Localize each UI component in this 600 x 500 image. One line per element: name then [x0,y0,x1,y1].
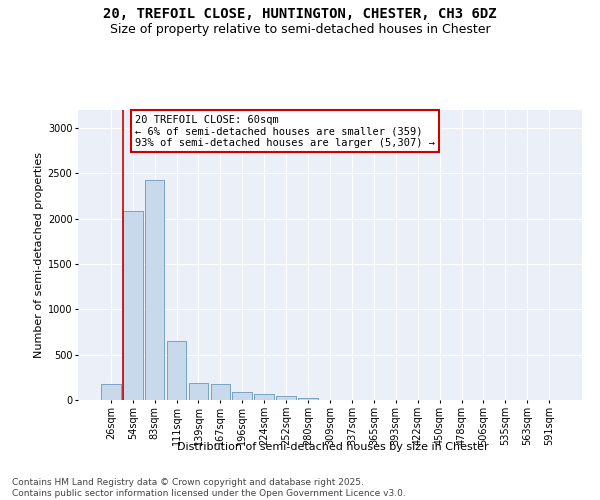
Bar [123,210,143,400]
Text: 20 TREFOIL CLOSE: 60sqm
← 6% of semi-detached houses are smaller (359)
93% of se: 20 TREFOIL CLOSE: 60sqm ← 6% of semi-det… [135,114,435,148]
Bar [145,180,164,400]
Bar [276,396,296,400]
Y-axis label: Number of semi-detached properties: Number of semi-detached properties [34,152,44,358]
Bar [232,392,252,400]
Bar [167,341,187,400]
Text: Distribution of semi-detached houses by size in Chester: Distribution of semi-detached houses by … [177,442,489,452]
Text: Size of property relative to semi-detached houses in Chester: Size of property relative to semi-detach… [110,22,490,36]
Bar [101,384,121,400]
Bar [298,398,318,400]
Bar [188,383,208,400]
Bar [254,394,274,400]
Text: 20, TREFOIL CLOSE, HUNTINGTON, CHESTER, CH3 6DZ: 20, TREFOIL CLOSE, HUNTINGTON, CHESTER, … [103,8,497,22]
Bar [211,384,230,400]
Text: Contains HM Land Registry data © Crown copyright and database right 2025.
Contai: Contains HM Land Registry data © Crown c… [12,478,406,498]
